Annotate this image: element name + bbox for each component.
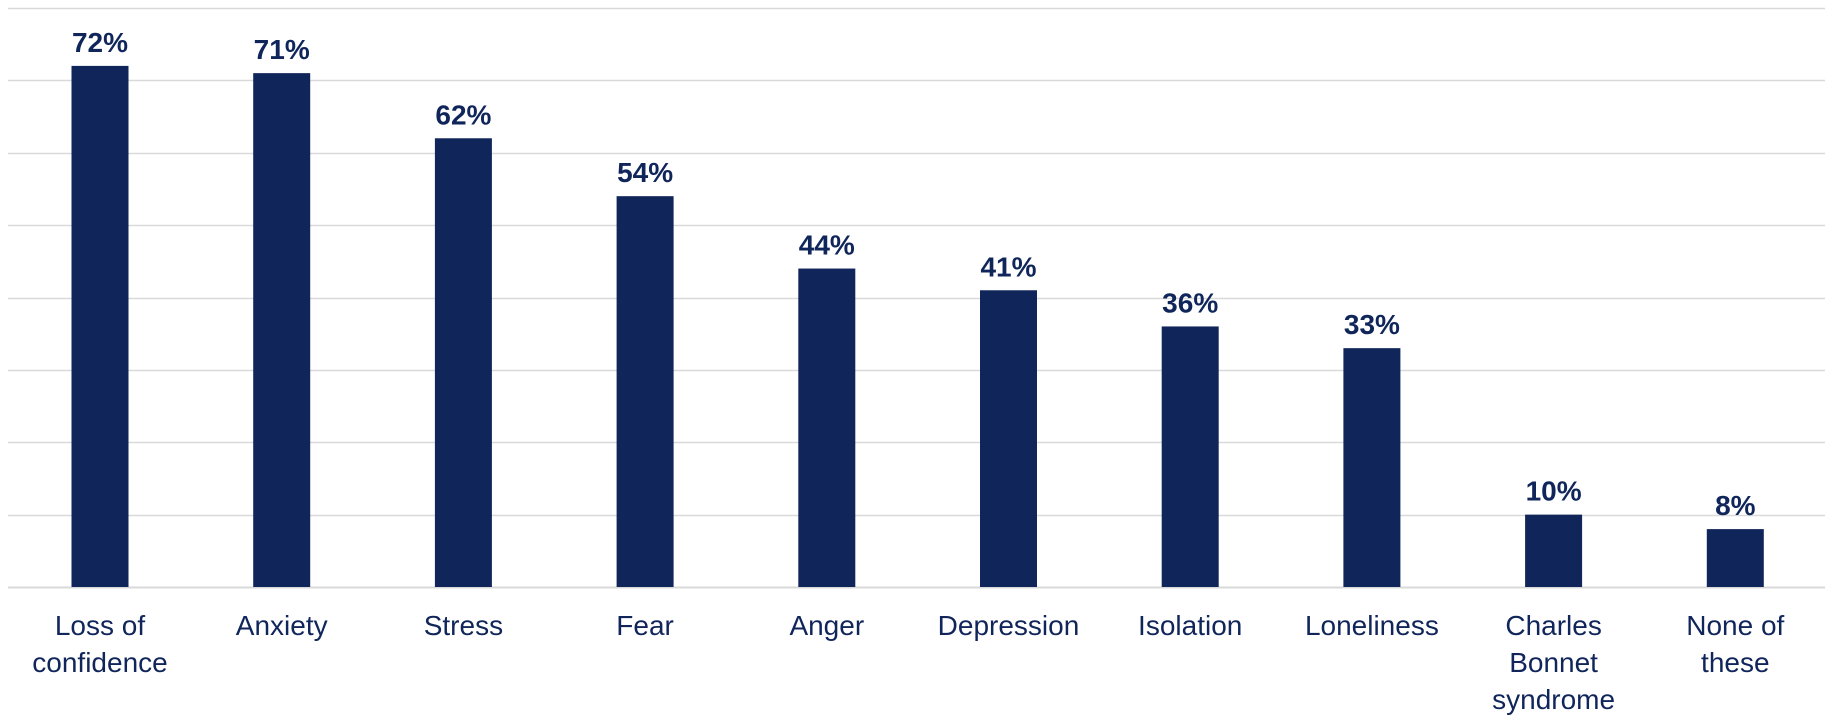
category-label-line: None of xyxy=(1686,610,1784,641)
bar xyxy=(1161,326,1219,587)
data-label: 10% xyxy=(1526,476,1582,507)
data-label: 62% xyxy=(435,99,491,130)
bars xyxy=(71,65,1764,588)
category-label: Stress xyxy=(424,610,503,641)
category-label: Charles Bonnet syndrome xyxy=(1492,610,1615,715)
category-label-line: Anxiety xyxy=(236,610,328,641)
data-label: 72% xyxy=(72,27,128,58)
category-label-line: Anger xyxy=(789,610,864,641)
gridlines xyxy=(8,7,1825,589)
bar xyxy=(616,196,674,588)
data-label: 41% xyxy=(980,251,1036,282)
category-label: Fear xyxy=(616,610,674,641)
data-label: 71% xyxy=(254,34,310,65)
bar xyxy=(798,268,856,587)
category-label: Anger xyxy=(789,610,864,641)
category-label-line: Fear xyxy=(616,610,674,641)
category-label: Loneliness xyxy=(1305,610,1439,641)
category-labels: Loss of confidence Anxiety Stress Fear Anger D… xyxy=(32,610,1784,715)
data-label: 33% xyxy=(1344,309,1400,340)
category-label-line: Loss of xyxy=(55,610,145,641)
bar xyxy=(434,138,492,587)
bar xyxy=(1343,348,1401,587)
category-label-line: Loneliness xyxy=(1305,610,1439,641)
category-label-line: Bonnet xyxy=(1509,647,1598,678)
category-label-line: Isolation xyxy=(1138,610,1242,641)
bar xyxy=(71,65,129,587)
category-label: Depression xyxy=(938,610,1080,641)
bar xyxy=(253,73,311,587)
category-label-line: syndrome xyxy=(1492,684,1615,715)
bar xyxy=(1706,529,1764,587)
data-label: 8% xyxy=(1715,490,1756,521)
data-label: 44% xyxy=(799,230,855,261)
bar xyxy=(1525,514,1583,587)
category-label-line: Stress xyxy=(424,610,503,641)
category-label: Loss of confidence xyxy=(32,610,167,678)
bar xyxy=(980,290,1037,587)
data-label: 36% xyxy=(1162,287,1218,318)
category-label: None of these xyxy=(1686,610,1784,678)
category-label-line: Charles xyxy=(1505,610,1601,641)
value-labels: 72% 71% 62% 54% 44% 41% 36% 33% 10% 8% xyxy=(72,27,1756,521)
category-label: Anxiety xyxy=(236,610,328,641)
category-label: Isolation xyxy=(1138,610,1242,641)
category-label-line: these xyxy=(1701,647,1770,678)
category-label-line: confidence xyxy=(32,647,167,678)
data-label: 54% xyxy=(617,157,673,188)
category-label-line: Depression xyxy=(938,610,1080,641)
